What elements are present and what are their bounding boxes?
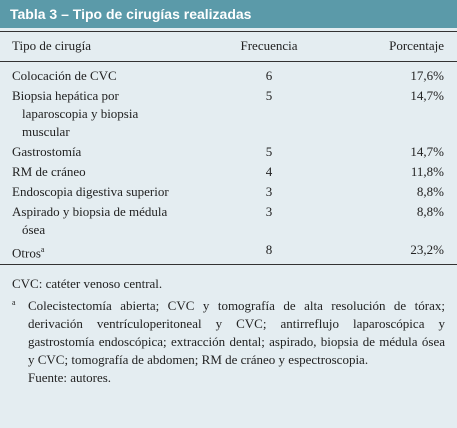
rule <box>0 61 457 62</box>
surgery-label: Aspirado y biopsia de médula ósea <box>12 204 168 237</box>
table-row: Aspirado y biopsia de médula ósea 3 8,8% <box>0 203 457 239</box>
surgery-label: Otros <box>12 245 41 261</box>
header-cell: Frecuencia <box>240 38 298 53</box>
surgery-label: Biopsia hepática por laparoscopia y biop… <box>12 88 139 139</box>
header-cell: Tipo de cirugía <box>12 38 91 53</box>
footnote: a Colecistectomía abierta; CVC y tomogra… <box>12 297 445 387</box>
table-title: Tabla 3 – Tipo de cirugías realizadas <box>0 0 457 28</box>
rule <box>0 264 457 266</box>
header-row: Tipo de cirugía Frecuencia Porcentaje <box>0 32 457 61</box>
surgery-cell: Colocación de CVC <box>12 67 172 85</box>
table-row: RM de cráneo 4 11,8% <box>0 163 457 181</box>
footnote-body: Colecistectomía abierta; CVC y tomografí… <box>28 297 445 387</box>
table-row: Otrosa 8 23,2% <box>0 241 457 262</box>
header-cell: Porcentaje <box>389 38 444 53</box>
surgery-cell: Biopsia hepática por laparoscopia y biop… <box>12 87 172 141</box>
table-row: Colocación de CVC 6 17,6% <box>0 67 457 85</box>
surgery-cell: RM de cráneo <box>12 163 172 181</box>
percentage-cell: 11,8% <box>410 164 444 179</box>
notes: CVC: catéter venoso central. a Coleciste… <box>0 265 457 387</box>
surgery-cell: Aspirado y biopsia de médula ósea <box>12 203 172 239</box>
surgery-cell: Gastrostomía <box>12 143 172 161</box>
percentage-cell: 8,8% <box>416 204 444 219</box>
table-row: Gastrostomía 5 14,7% <box>0 143 457 161</box>
rule <box>0 31 457 32</box>
surgery-cell: Endoscopia digestiva superior <box>12 183 172 201</box>
frequency-cell: 8 <box>265 242 273 257</box>
note-mark: a <box>40 245 45 254</box>
frequency-cell: 4 <box>265 164 273 179</box>
table-row: Biopsia hepática por laparoscopia y biop… <box>0 87 457 141</box>
source: Fuente: autores. <box>28 370 112 386</box>
surgery-cell: Otrosa <box>12 241 172 262</box>
footnote-text: Colecistectomía abierta; CVC y tomografí… <box>28 298 445 368</box>
frequency-cell: 6 <box>265 68 273 83</box>
frequency-cell: 5 <box>265 88 273 103</box>
abbreviation-note: CVC: catéter venoso central. <box>12 276 163 292</box>
table-body: Colocación de CVC 6 17,6% Biopsia hepática … <box>0 67 457 262</box>
surgery-label: Gastrostomía <box>12 144 82 159</box>
table-row: Endoscopia digestiva superior 3 8,8% <box>0 183 457 201</box>
surgery-label: Endoscopia digestiva superior <box>12 184 169 199</box>
percentage-cell: 14,7% <box>410 88 444 103</box>
percentage-cell: 17,6% <box>410 68 444 83</box>
frequency-cell: 5 <box>265 144 273 159</box>
percentage-cell: 23,2% <box>410 242 444 257</box>
surgery-label: RM de cráneo <box>12 164 86 179</box>
surgery-label: Colocación de CVC <box>12 68 117 83</box>
frequency-cell: 3 <box>265 204 273 219</box>
percentage-cell: 8,8% <box>416 184 444 199</box>
footnote-mark: a <box>12 298 16 308</box>
percentage-cell: 14,7% <box>410 144 444 159</box>
frequency-cell: 3 <box>265 184 273 199</box>
